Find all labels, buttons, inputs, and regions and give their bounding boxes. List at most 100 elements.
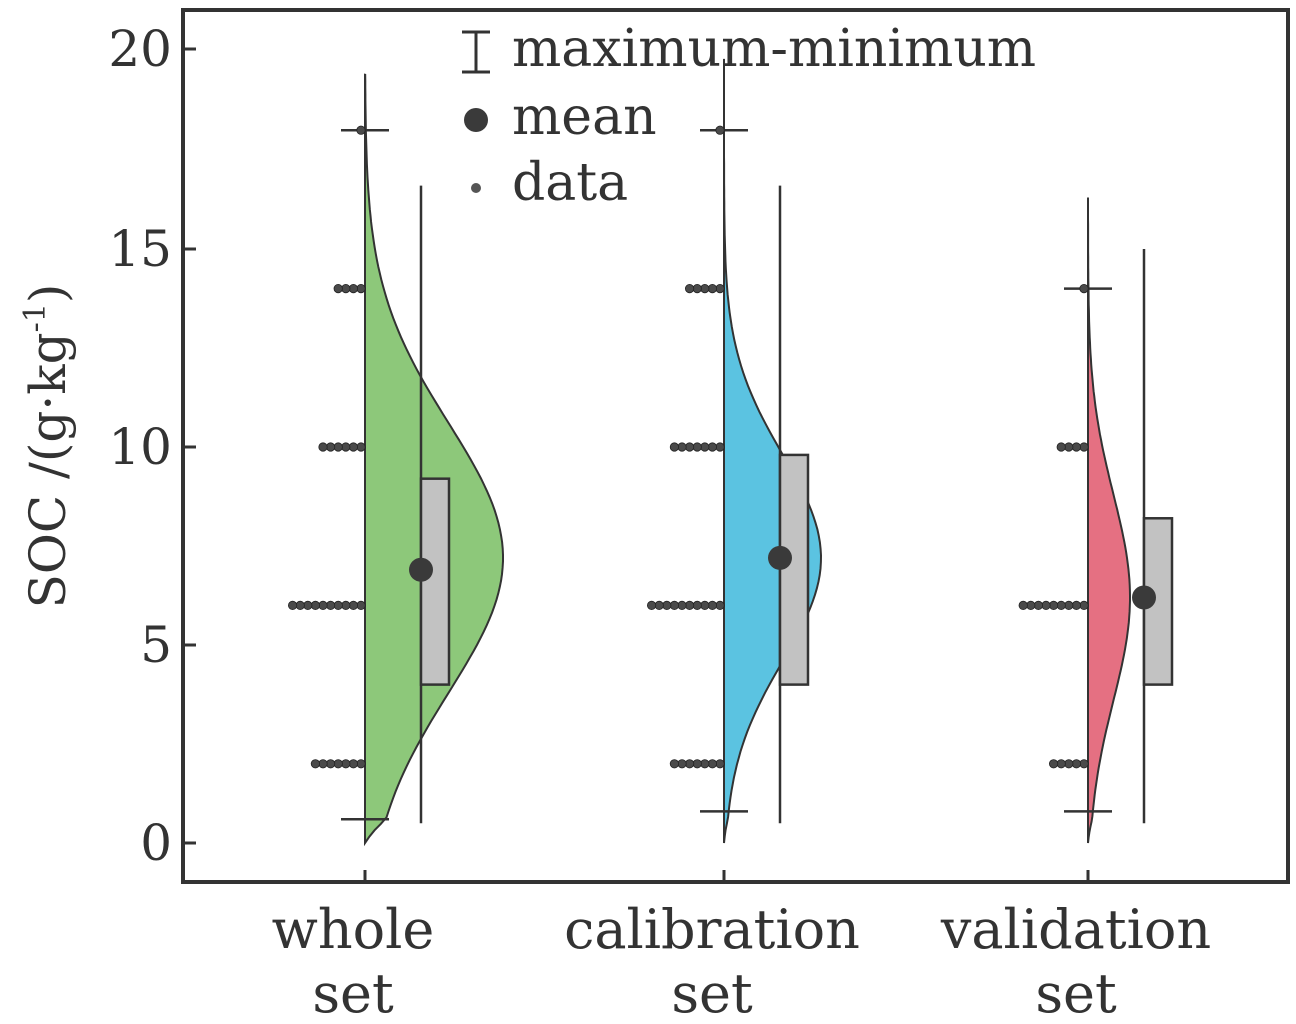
mean-dot [409, 557, 433, 582]
x-tick-label-line: set [312, 962, 394, 1024]
data-point [318, 442, 328, 452]
mean-dot-icon [464, 108, 488, 132]
data-point [1049, 759, 1059, 769]
data-point [700, 759, 710, 769]
data-point [341, 283, 351, 294]
data-dot-icon [471, 183, 481, 193]
box-layer [409, 185, 1174, 824]
data-point [348, 759, 358, 769]
box-iqr [778, 453, 810, 686]
data-point [1056, 600, 1066, 611]
data-point [707, 600, 718, 611]
data-point [1018, 600, 1028, 611]
data-point [333, 759, 343, 769]
data-point [341, 759, 351, 769]
data-point [333, 442, 343, 452]
data-point [348, 283, 358, 294]
data-point [684, 283, 695, 294]
y-axis-title-close: ) [19, 284, 77, 304]
data-point [310, 600, 320, 611]
x-tick-label-line: whole [272, 898, 435, 961]
data-point [1071, 442, 1082, 452]
data-point [677, 600, 687, 611]
data-point [707, 442, 718, 452]
data-point [1056, 442, 1066, 452]
data-point [700, 283, 710, 294]
data-point [715, 759, 725, 769]
data-point [1033, 600, 1044, 611]
data-point [1079, 600, 1089, 611]
data-point [692, 283, 702, 294]
data-point [1064, 442, 1074, 452]
data-point [341, 600, 351, 611]
data-point [677, 759, 687, 769]
mean-dot [768, 545, 792, 570]
legend-item-mean: mean [464, 87, 657, 147]
x-tick-label-line: set [671, 962, 753, 1024]
legend-label-data: data [512, 153, 628, 213]
data-point [1071, 759, 1082, 769]
data-point [684, 442, 695, 452]
data-point [707, 759, 718, 769]
data-point [715, 283, 725, 294]
data-point [1079, 759, 1089, 769]
data-point [1079, 283, 1089, 294]
data-point [700, 442, 710, 452]
data-point [356, 442, 366, 452]
legend-item-data: data [471, 153, 628, 213]
x-tick-label-line: set [1035, 962, 1117, 1024]
y-tick-label: 0 [140, 814, 172, 872]
data-point [325, 600, 336, 611]
data-point [1079, 442, 1089, 452]
data-point [318, 600, 328, 611]
y-axis-title-main: SOC /(g·kg [19, 332, 77, 608]
data-point [325, 442, 336, 452]
x-tick-label-line: validation [940, 898, 1211, 961]
data-point [303, 600, 313, 611]
data-layer [287, 125, 1112, 821]
kde-layer [364, 58, 1131, 847]
data-point [1064, 759, 1074, 769]
data-point [310, 759, 320, 769]
data-point [684, 759, 695, 769]
data-point [684, 600, 695, 611]
mean-dot [1132, 585, 1156, 610]
data-point [692, 442, 702, 452]
data-point [715, 125, 725, 135]
data-point [662, 600, 672, 611]
data-point [341, 442, 351, 452]
data-point [1071, 600, 1082, 611]
x-tick-label: validation set [940, 898, 1211, 1024]
y-tick-label: 5 [140, 616, 172, 674]
data-point [669, 442, 680, 452]
data-point [715, 442, 725, 452]
y-axis-title: SOC /(g·kg-1) [18, 284, 77, 609]
x-tick-label-line: calibration [564, 898, 860, 961]
data-point [669, 759, 680, 769]
y-tick-label: 20 [108, 20, 172, 78]
data-point [295, 600, 305, 611]
x-tick-label: calibration set [564, 898, 860, 1024]
data-point [1056, 759, 1066, 769]
x-tick-label: whole set [272, 898, 435, 1024]
data-point [1064, 600, 1074, 611]
data-point [356, 759, 366, 769]
data-point [1049, 600, 1059, 611]
data-point [654, 600, 664, 611]
data-point [692, 759, 702, 769]
data-point [325, 759, 336, 769]
data-point [318, 759, 328, 769]
legend-item-range: maximum-minimum [462, 19, 1036, 79]
data-point [1026, 600, 1036, 611]
data-point [715, 600, 725, 611]
kde-cloud [1087, 197, 1131, 844]
legend-label-range: maximum-minimum [512, 19, 1036, 79]
box-iqr [419, 477, 451, 686]
data-point [348, 600, 358, 611]
data-point [646, 600, 657, 611]
data-point [707, 283, 718, 294]
data-point [356, 283, 366, 294]
